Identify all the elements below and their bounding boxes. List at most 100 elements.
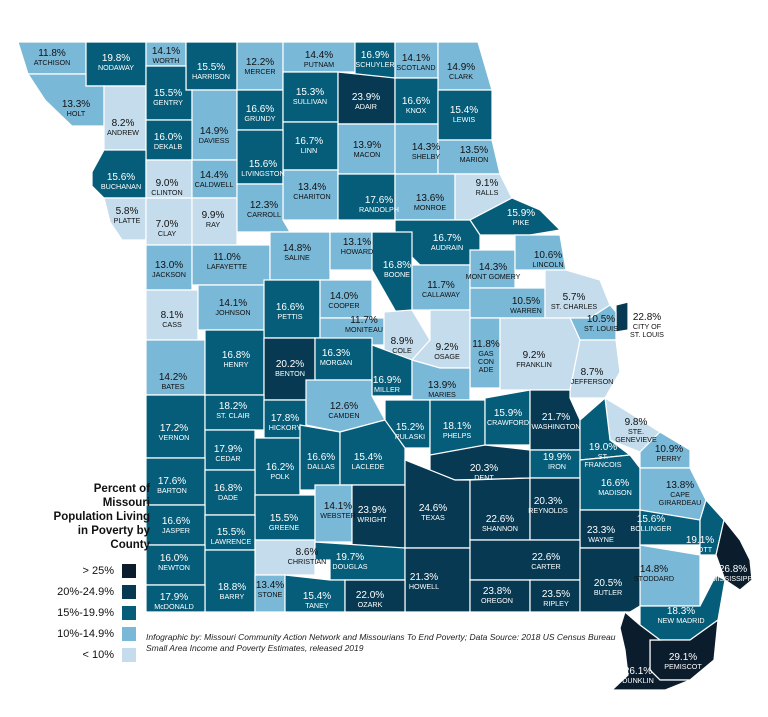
credit-text: Infographic by: Missouri Community Actio… bbox=[146, 632, 616, 653]
county-name-jasper: JASPER bbox=[162, 526, 190, 535]
county-pct-boone: 16.8% bbox=[383, 260, 411, 271]
county-name-newton: NEWTON bbox=[158, 563, 190, 572]
county-name-st-louis: ST. LOUIS bbox=[584, 324, 618, 333]
county-pct-greene: 15.5% bbox=[270, 513, 298, 524]
county-name-texas: TEXAS bbox=[421, 513, 445, 522]
county-pct-marion: 13.5% bbox=[460, 145, 488, 156]
county-name-jefferson: JEFFERSON bbox=[571, 377, 614, 386]
county-pct-clinton: 9.0% bbox=[156, 178, 179, 189]
county-name-cole: COLE bbox=[392, 346, 412, 355]
county-name-pemiscot: PEMISCOT bbox=[664, 662, 702, 671]
county-name-schuyler: SCHUYLER bbox=[355, 60, 394, 69]
county-name-cape-girardeau: GIRARDEAU bbox=[659, 498, 702, 507]
county-name-buchanan: BUCHANAN bbox=[101, 182, 141, 191]
county-pct-dade: 16.8% bbox=[214, 483, 242, 494]
county-pct-douglas: 19.7% bbox=[336, 552, 364, 563]
county-pct-dunklin: 26.1% bbox=[624, 666, 652, 677]
county-name-new-madrid: NEW MADRID bbox=[657, 616, 704, 625]
county-pct-lincoln: 10.6% bbox=[534, 250, 562, 261]
county-pct-harrison: 15.5% bbox=[197, 62, 225, 73]
county-name-dunklin: DUNKLIN bbox=[622, 676, 654, 685]
legend-item-15-19: 15%-19.9% bbox=[44, 602, 184, 623]
county-pct-stone: 13.4% bbox=[256, 580, 284, 591]
county-pct-polk: 16.2% bbox=[266, 462, 294, 473]
county-name-boone: BOONE bbox=[384, 270, 410, 279]
county-pct-chariton: 13.4% bbox=[298, 182, 326, 193]
legend-label: > 25% bbox=[82, 564, 115, 577]
county-name-livingston: LIVINGSTON bbox=[241, 169, 284, 178]
county-pct-saline: 14.8% bbox=[283, 243, 311, 254]
county-pct-cedar: 17.9% bbox=[214, 444, 242, 455]
county-pct-henry: 16.8% bbox=[222, 350, 250, 361]
county-name-iron: IRON bbox=[548, 462, 566, 471]
county-pct-benton: 20.2% bbox=[276, 359, 304, 370]
county-pct-scott: 19.1% bbox=[686, 535, 714, 546]
county-pct-barry: 18.8% bbox=[218, 582, 246, 593]
county-name-sullivan: SULLIVAN bbox=[293, 97, 327, 106]
county-name-cooper: COOPER bbox=[328, 301, 359, 310]
county-pct-cole: 8.9% bbox=[391, 336, 414, 347]
county-pct-iron: 19.9% bbox=[543, 452, 571, 463]
county-name-stone: STONE bbox=[258, 590, 283, 599]
county-name-dade: DADE bbox=[218, 493, 238, 502]
county-name-daviess: DAVIESS bbox=[199, 136, 230, 145]
county-name-mississippi: MISSISSIPPI bbox=[712, 574, 755, 583]
county-name-oregon: OREGON bbox=[481, 596, 513, 605]
county-name-nodaway: NODAWAY bbox=[98, 63, 134, 72]
county-name-gas-con-ade: GAS bbox=[478, 349, 493, 358]
county-pct-barton: 17.6% bbox=[158, 476, 186, 487]
county-name-henry: HENRY bbox=[223, 360, 248, 369]
county-name-shannon: SHANNON bbox=[482, 524, 518, 533]
county-pct-pettis: 16.6% bbox=[276, 302, 304, 313]
county-pct-washington: 21.7% bbox=[542, 412, 570, 423]
county-pct-maries: 13.9% bbox=[428, 380, 456, 391]
county-name-johnson: JOHNSON bbox=[215, 308, 250, 317]
county-name-webster: WEBSTER bbox=[320, 511, 356, 520]
county-pct-webster: 14.1% bbox=[324, 501, 352, 512]
county-name-taney: TANEY bbox=[305, 601, 329, 610]
county-name-holt: HOLT bbox=[67, 109, 86, 118]
county-pct-miller: 16.9% bbox=[373, 375, 401, 386]
county-pct-christian: 8.6% bbox=[296, 547, 319, 558]
county-pct-pemiscot: 29.1% bbox=[669, 652, 697, 663]
county-name-warren: WARREN bbox=[510, 306, 542, 315]
county-name-lawrence: LAWRENCE bbox=[211, 537, 252, 546]
legend-label: < 10% bbox=[82, 648, 115, 661]
county-pct-nodaway: 19.8% bbox=[102, 53, 130, 64]
county-name-christian: CHRISTIAN bbox=[288, 557, 327, 566]
county-perry bbox=[639, 431, 691, 469]
county-name-worth: WORTH bbox=[152, 56, 179, 65]
county-name-bates: BATES bbox=[161, 382, 184, 391]
county-pct-ralls: 9.1% bbox=[476, 178, 499, 189]
county-name-st-francois: ST. bbox=[598, 452, 608, 461]
county-name-perry: PERRY bbox=[657, 454, 682, 463]
county-name-bollinger: BOLLINGER bbox=[630, 524, 671, 533]
county-name-polk: POLK bbox=[270, 472, 289, 481]
county-pct-callaway: 11.7% bbox=[427, 280, 455, 291]
legend-label: 20%-24.9% bbox=[57, 585, 114, 598]
county-name-lewis: LEWIS bbox=[453, 115, 476, 124]
county-name-ste-genevieve: STE. bbox=[628, 427, 644, 436]
county-name-morgan: MORGAN bbox=[320, 358, 352, 367]
county-pct-perry: 10.9% bbox=[655, 444, 683, 455]
county-name-lincoln: LINCOLN bbox=[532, 260, 563, 269]
county-pct-putnam: 14.4% bbox=[305, 50, 333, 61]
county-pct-howard: 13.1% bbox=[343, 237, 371, 248]
county-name-platte: PLATTE bbox=[114, 216, 141, 225]
county-name-jackson: JACKSON bbox=[152, 270, 186, 279]
county-name-randolph: RANDOLPH bbox=[359, 205, 399, 214]
county-name-ray: RAY bbox=[206, 220, 220, 229]
county-name-clark: CLARK bbox=[449, 72, 473, 81]
county-pct-livingston: 15.6% bbox=[249, 159, 277, 170]
county-name-marion: MARION bbox=[460, 155, 489, 164]
labels-layer: 11.8%ATCHISON 19.8%NODAWAY14.1%WORTH15.5%… bbox=[34, 46, 755, 685]
county-pct-howell: 21.3% bbox=[410, 572, 438, 583]
county-name-reynolds: REYNOLDS bbox=[528, 506, 568, 515]
legend-swatch bbox=[122, 605, 136, 620]
county-name-chariton: CHARITON bbox=[293, 192, 330, 201]
county-pct-johnson: 14.1% bbox=[219, 298, 247, 309]
county-name-adair: ADAIR bbox=[355, 102, 377, 111]
county-name-barton: BARTON bbox=[157, 486, 187, 495]
county-pct-lawrence: 15.5% bbox=[217, 527, 245, 538]
